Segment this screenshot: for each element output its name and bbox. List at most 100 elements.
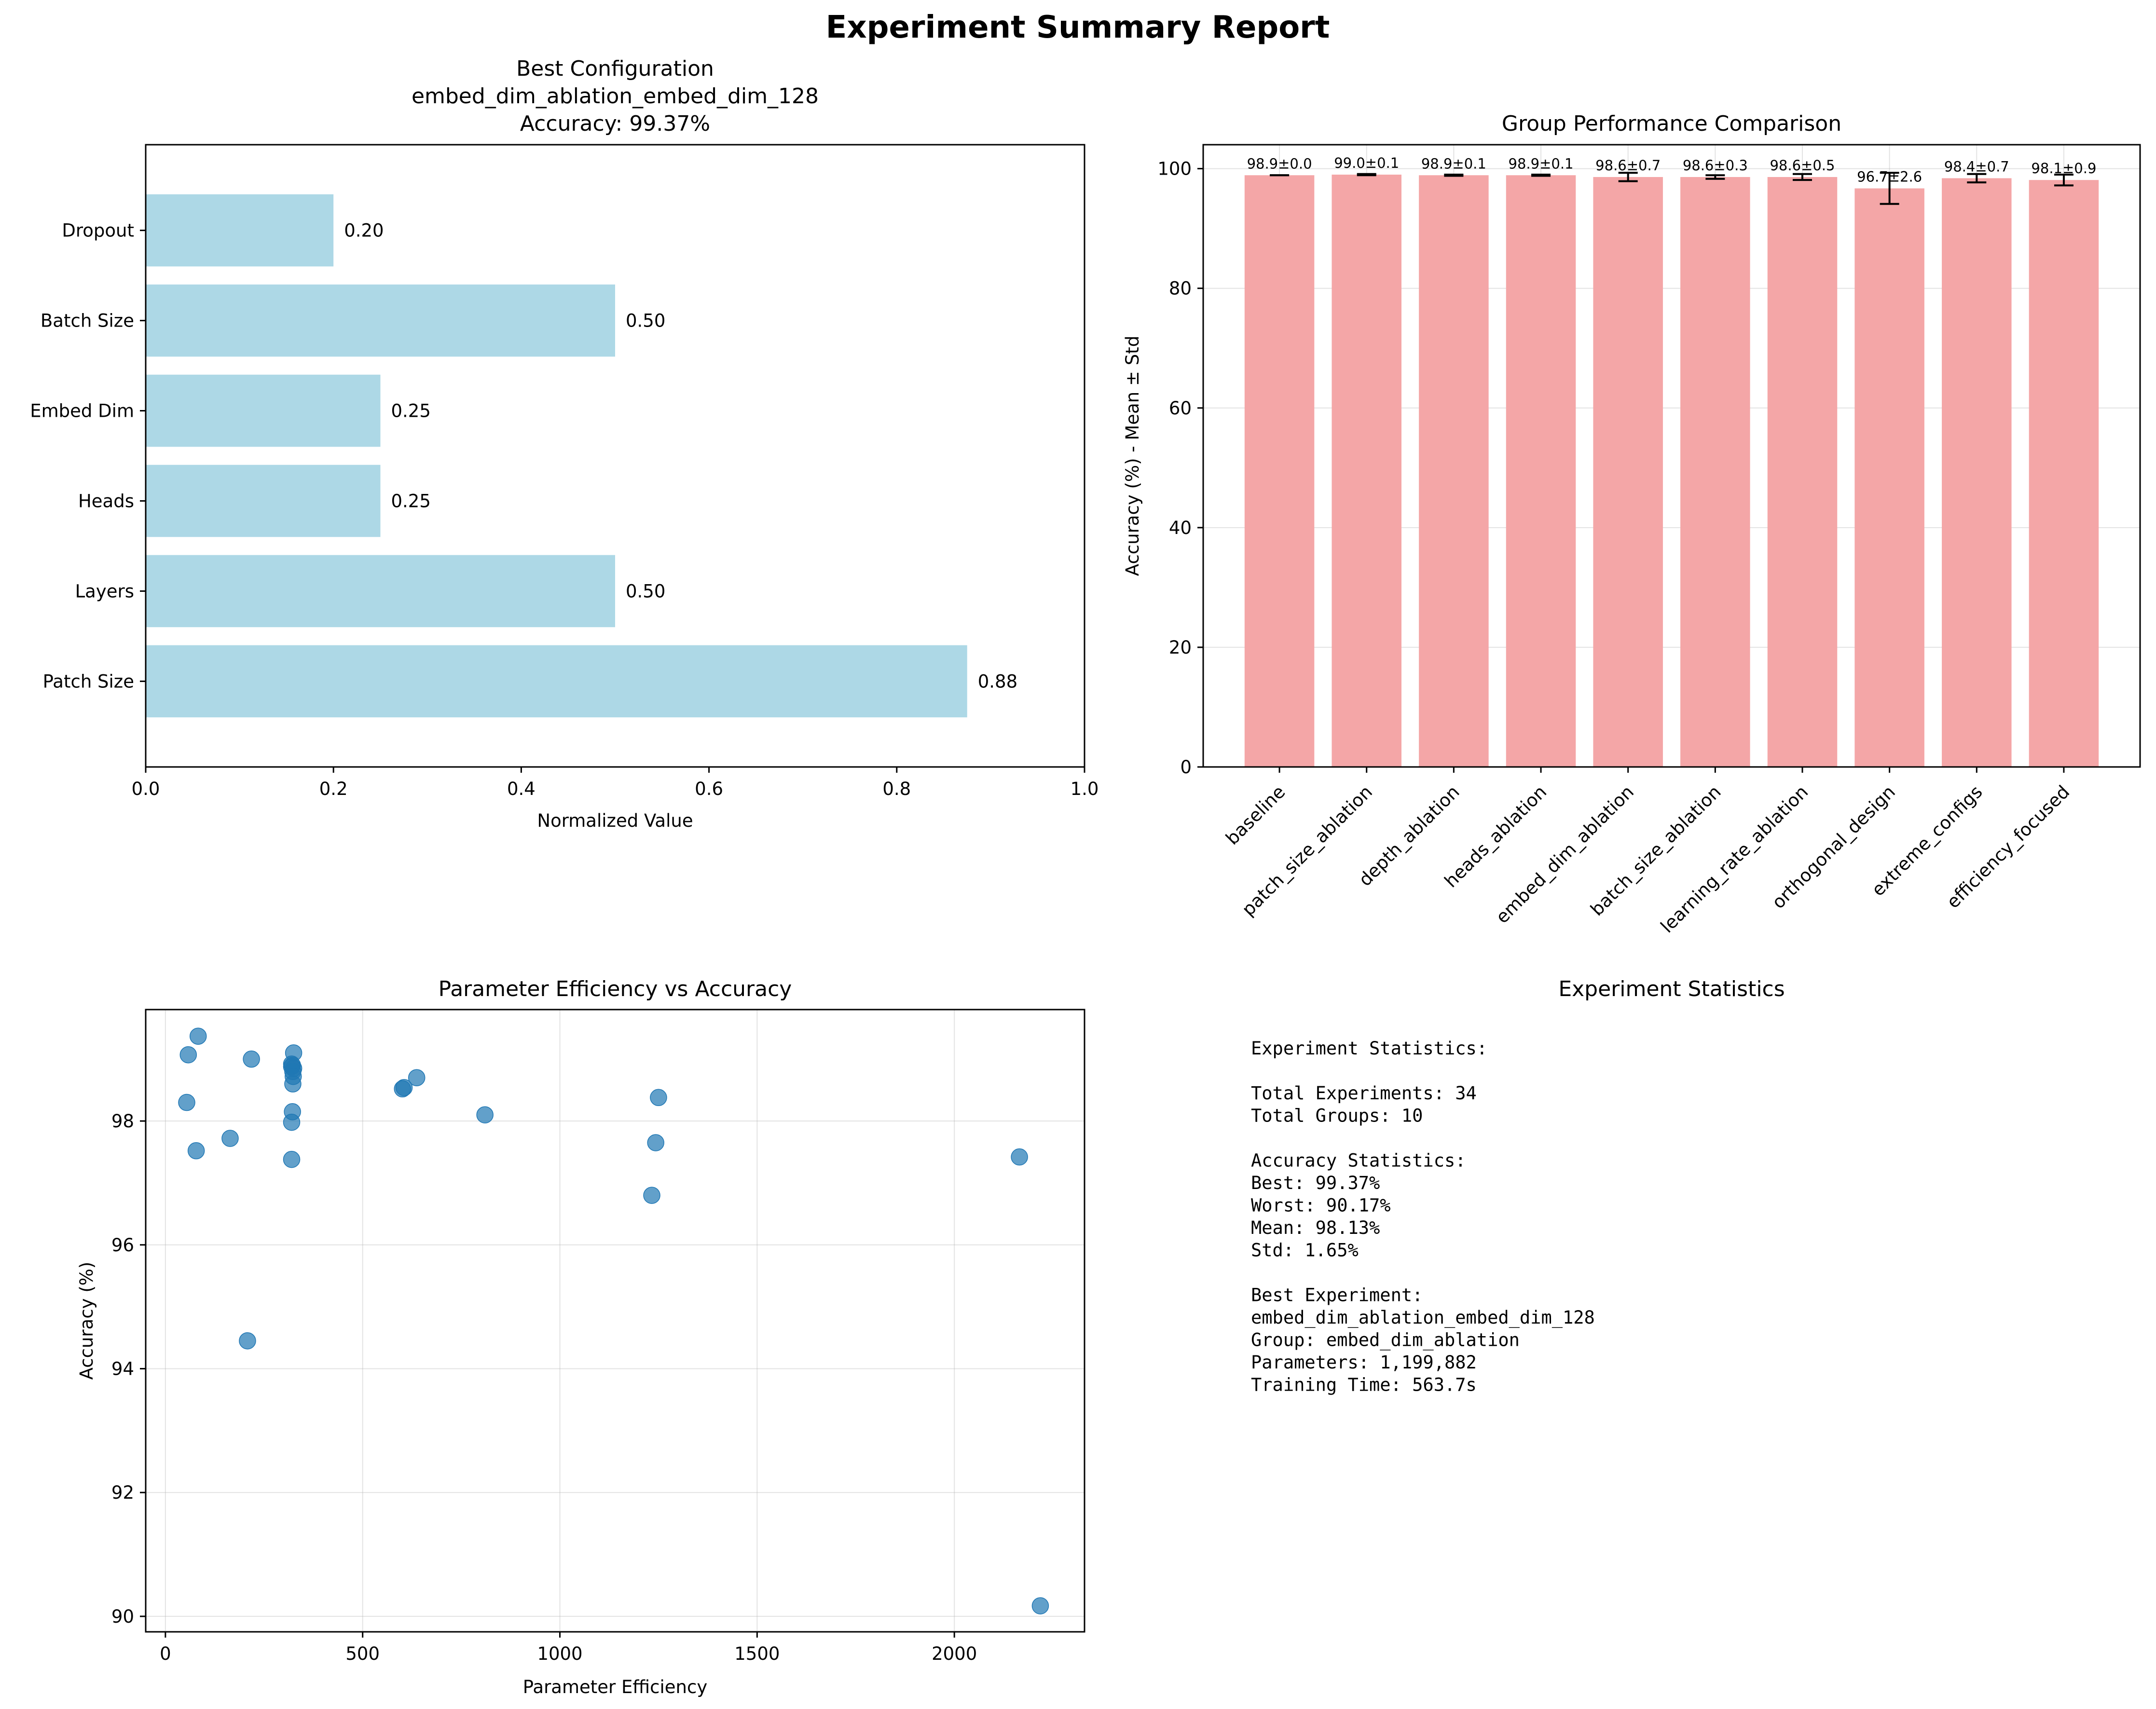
panel1-frame	[145, 144, 1085, 768]
scatter-point-19	[395, 1079, 413, 1096]
scatter-point-14	[284, 1075, 302, 1093]
stat-line-12: embed_dim_ablation_embed_dim_128	[1251, 1307, 1595, 1328]
scatter-xtick-label-0: 0	[160, 1643, 171, 1664]
panel1-title-line-1: Best Configuration	[516, 56, 714, 81]
group-errorbar-3	[1531, 174, 1551, 177]
stat-line-15: Training Time: 563.7s	[1251, 1375, 1477, 1395]
group-ytick-label-5: 100	[1157, 159, 1192, 179]
group-bar-9	[2029, 180, 2099, 767]
group-errorbar-6	[1792, 173, 1812, 181]
group-bar-3	[1506, 175, 1576, 767]
config-category-label-1: Layers	[75, 581, 134, 602]
scatter-point-2	[178, 1094, 195, 1111]
group-value-label-5: 98.6±0.3	[1683, 157, 1748, 174]
config-xtick-label-0: 0.0	[132, 779, 160, 799]
scatter-xtick-label-4: 2000	[932, 1643, 977, 1664]
panel4-title: Experiment Statistics	[1558, 977, 1785, 1001]
scatter-point-25	[1011, 1148, 1028, 1166]
scatter-xtick-label-3: 1500	[734, 1643, 780, 1664]
config-category-label-3: Embed Dim	[30, 401, 134, 422]
group-bar-6	[1767, 177, 1838, 767]
config-bar-3	[146, 374, 381, 447]
scatter-point-17	[283, 1150, 301, 1168]
scatter-ytick-label-2: 94	[111, 1358, 134, 1379]
stat-line-8: Mean: 98.13%	[1251, 1217, 1380, 1238]
config-bar-0	[146, 645, 967, 718]
group-value-label-0: 98.9±0.0	[1247, 155, 1312, 172]
config-category-label-5: Dropout	[62, 220, 134, 241]
panel3-ylabel: Accuracy (%)	[76, 1262, 97, 1380]
group-errorbar-8	[1967, 173, 1987, 184]
panel3-title: Parameter Efficiency vs Accuracy	[439, 977, 792, 1001]
scatter-point-20	[408, 1069, 426, 1086]
config-xtick-label-4: 0.8	[882, 779, 911, 799]
scatter-point-0	[179, 1046, 197, 1064]
panel1-title-line-3: Accuracy: 99.37%	[520, 111, 710, 136]
group-bar-4	[1593, 177, 1663, 767]
group-errorbar-7	[1880, 172, 1899, 205]
scatter-xtick-label-1: 500	[345, 1643, 380, 1664]
stat-line-2: Total Experiments: 34	[1251, 1083, 1477, 1104]
group-performance-panel: Group Performance Comparison 98.9±0.0 99.…	[1122, 111, 2141, 937]
group-bar-0	[1244, 175, 1315, 767]
scatter-point-16	[283, 1113, 301, 1131]
config-value-label-1: 0.50	[626, 581, 665, 602]
group-ytick-label-4: 80	[1169, 278, 1192, 299]
config-category-label-4: Batch Size	[41, 311, 134, 331]
scatter-point-26	[1031, 1597, 1049, 1614]
config-bar-1	[146, 555, 615, 628]
config-xtick-label-2: 0.4	[507, 779, 536, 799]
group-bar-7	[1854, 188, 1924, 767]
group-errorbar-9	[2054, 174, 2074, 187]
group-errorbar-5	[1705, 174, 1725, 180]
scatter-ytick-label-4: 98	[111, 1111, 134, 1132]
scatter-point-24	[650, 1089, 667, 1107]
stat-line-14: Parameters: 1,199,882	[1251, 1352, 1477, 1373]
scatter-point-4	[221, 1130, 239, 1147]
scatter-point-13	[285, 1044, 302, 1062]
scatter-point-1	[189, 1027, 207, 1045]
panel2-title: Group Performance Comparison	[1502, 111, 1841, 136]
group-bar-8	[1942, 178, 2012, 767]
config-bar-4	[146, 284, 615, 357]
config-category-label-2: Heads	[78, 491, 134, 511]
panel3-xlabel: Parameter Efficiency	[523, 1677, 707, 1697]
group-category-label-6: learning_rate_ablation	[1657, 781, 1813, 937]
scatter-point-3	[187, 1142, 205, 1160]
group-ytick-label-1: 20	[1169, 637, 1192, 658]
config-value-label-4: 0.50	[626, 311, 665, 331]
stat-line-9: Std: 1.65%	[1251, 1240, 1359, 1261]
group-value-label-9: 98.1±0.9	[2031, 160, 2096, 177]
scatter-ytick-label-3: 96	[111, 1235, 134, 1256]
group-value-label-6: 98.6±0.5	[1770, 157, 1835, 174]
group-value-label-2: 98.9±0.1	[1421, 155, 1486, 172]
group-category-label-0: baseline	[1222, 781, 1289, 849]
config-xtick-label-5: 1.0	[1071, 779, 1099, 799]
group-value-label-1: 99.0±0.1	[1334, 155, 1399, 171]
group-ytick-label-2: 40	[1169, 518, 1192, 538]
scatter-point-22	[643, 1187, 660, 1204]
group-value-label-7: 96.7±2.6	[1857, 169, 1922, 185]
config-value-label-0: 0.88	[978, 671, 1017, 692]
stat-line-3: Total Groups: 10	[1251, 1106, 1423, 1126]
efficiency-scatter-panel: Parameter Efficiency vs Accuracy 0 500 100…	[76, 977, 1085, 1697]
stat-line-7: Worst: 90.17%	[1251, 1195, 1391, 1216]
scatter-point-5	[243, 1050, 260, 1068]
group-value-label-8: 98.4±0.7	[1944, 158, 2009, 175]
stat-line-5: Accuracy Statistics:	[1251, 1150, 1466, 1171]
config-xtick-label-3: 0.6	[695, 779, 723, 799]
group-errorbar-2	[1444, 174, 1464, 177]
group-ytick-label-3: 60	[1169, 398, 1192, 419]
scatter-point-21	[476, 1106, 494, 1123]
config-value-label-3: 0.25	[391, 401, 431, 422]
group-ytick-label-0: 0	[1180, 757, 1192, 778]
stat-line-11: Best Experiment:	[1251, 1285, 1423, 1306]
group-bar-5	[1680, 177, 1750, 767]
statistics-panel: Experiment Statistics Experiment Statist…	[1251, 977, 1785, 1395]
group-value-label-3: 98.9±0.1	[1509, 155, 1574, 172]
group-errorbar-4	[1618, 172, 1638, 182]
scatter-ytick-label-1: 92	[111, 1482, 134, 1503]
group-value-label-4: 98.6±0.7	[1595, 157, 1661, 174]
config-value-label-2: 0.25	[391, 491, 431, 511]
panel1-xlabel: Normalized Value	[537, 810, 693, 831]
